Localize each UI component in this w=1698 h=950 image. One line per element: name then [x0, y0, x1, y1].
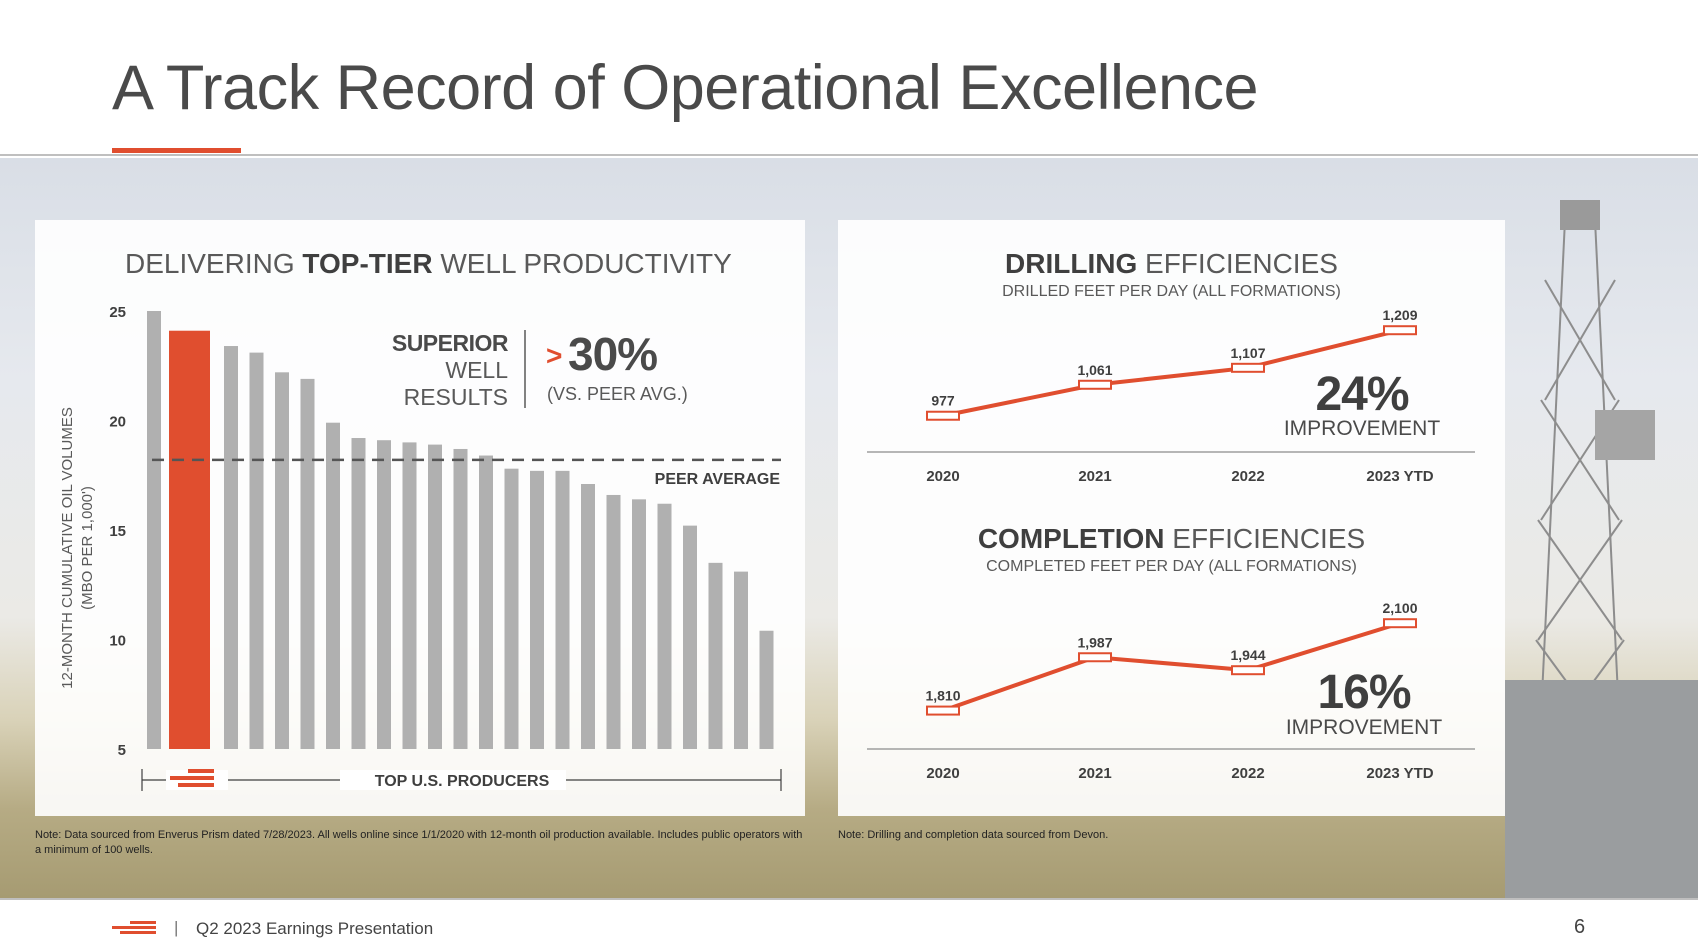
bar-producer: [530, 470, 544, 749]
drilling-efficiencies-subtitle: DRILLED FEET PER DAY (ALL FORMATIONS): [1002, 283, 1341, 300]
bar-producer: [632, 499, 646, 749]
line-point-marker: [1383, 325, 1417, 336]
line-point-marker: [1231, 362, 1265, 373]
line-data-label: 1,810: [925, 688, 960, 704]
producers-label-bg: [340, 770, 566, 790]
drilling-efficiencies-title: DRILLING EFFICIENCIES: [1005, 248, 1338, 279]
line-data-label: 977: [931, 393, 955, 409]
x-category-label: 2021: [1078, 468, 1111, 485]
bar-producer: [402, 442, 417, 749]
completion-efficiencies-subtitle: COMPLETED FEET PER DAY (ALL FORMATIONS): [986, 558, 1357, 575]
line-data-label: 1,107: [1230, 345, 1265, 361]
x-category-label: 2021: [1078, 765, 1111, 782]
bar-producer: [657, 503, 672, 749]
x-category-label: 2022: [1231, 765, 1264, 782]
right-note: Note: Drilling and completion data sourc…: [838, 829, 1109, 841]
callout-gt: >: [546, 340, 562, 371]
y-tick-label: 20: [109, 414, 126, 431]
title-accent-bar: [112, 148, 241, 153]
line-data-label: 1,061: [1077, 362, 1112, 378]
peer-average-label: PEER AVERAGE: [655, 471, 781, 488]
x-category-label: 2022: [1231, 468, 1264, 485]
line-series: [942, 328, 1401, 418]
y-tick-label: 15: [109, 523, 126, 540]
y-axis-subtitle: (MBO PER 1,000'): [79, 486, 96, 610]
line-point-marker: [926, 705, 960, 716]
title-divider: [0, 154, 1698, 156]
devon-logo-icon: [112, 921, 156, 936]
bar-producer: [606, 494, 621, 749]
well-productivity-panel: DELIVERING TOP-TIER WELL PRODUCTIVITY: [35, 220, 805, 816]
bar-producer: [428, 444, 442, 749]
line-point-marker: [1078, 652, 1112, 663]
bar-producer: [351, 438, 366, 749]
bar-producer: [326, 422, 340, 749]
line-point-marker: [1383, 618, 1417, 629]
line-point-marker: [1231, 665, 1265, 676]
line-data-label: 1,944: [1230, 647, 1265, 663]
bar-producer: [581, 484, 595, 749]
bar-producer: [555, 470, 570, 749]
bar-producer: [504, 468, 519, 749]
callout-results: RESULTS: [404, 384, 508, 410]
bar-producer: [249, 352, 264, 749]
bar-devon: [169, 330, 210, 749]
line-point-marker: [926, 410, 960, 421]
bar-producer: [275, 372, 289, 749]
producers-label: TOP U.S. PRODUCERS: [375, 773, 550, 790]
bar-producer: [479, 455, 493, 749]
bar-producer: [683, 525, 697, 749]
x-category-label: 2020: [926, 765, 959, 782]
footer-divider: [0, 898, 1698, 900]
drilling-rig-illustration: [1505, 200, 1698, 898]
footer-presentation-title: Q2 2023 Earnings Presentation: [196, 919, 434, 938]
well-productivity-title: DELIVERING TOP-TIER WELL PRODUCTIVITY: [125, 248, 732, 279]
line-series: [942, 621, 1401, 713]
drilling-improvement-label: IMPROVEMENT: [1284, 417, 1441, 440]
page-number: 6: [1574, 916, 1586, 938]
y-tick-label: 5: [118, 742, 126, 759]
bar-producer: [224, 346, 238, 749]
devon-logo-icon: [170, 769, 214, 787]
line-data-label: 1,987: [1077, 634, 1112, 650]
footer-separator: |: [174, 918, 179, 937]
x-category-label: 2020: [926, 468, 959, 485]
callout-vs-peer: (VS. PEER AVG.): [547, 384, 688, 404]
y-tick-label: 10: [109, 633, 126, 650]
callout-superior: SUPERIOR: [392, 330, 509, 356]
completion-improvement-label: IMPROVEMENT: [1286, 716, 1443, 739]
drilling-improvement-percent: 24%: [1315, 368, 1408, 421]
page-title: A Track Record of Operational Excellence: [112, 53, 1259, 123]
bar-producer: [377, 440, 391, 749]
bar-producer: [734, 571, 748, 749]
bar-producer: [300, 378, 315, 749]
completion-improvement-percent: 16%: [1317, 666, 1410, 719]
y-axis-title: 12-MONTH CUMULATIVE OIL VOLUMES: [59, 407, 76, 689]
left-note: Note: Data sourced from Enverus Prism da…: [35, 829, 803, 856]
line-data-label: 1,209: [1382, 307, 1417, 323]
y-tick-label: 25: [109, 304, 126, 321]
x-category-label: 2023 YTD: [1366, 468, 1433, 485]
x-category-label: 2023 YTD: [1366, 765, 1433, 782]
bar-producer: [147, 311, 161, 749]
line-data-label: 2,100: [1382, 600, 1417, 616]
callout-well: WELL: [445, 357, 508, 383]
callout-percent: 30%: [568, 328, 657, 380]
line-point-marker: [1078, 379, 1112, 390]
bar-producer: [759, 630, 774, 749]
efficiencies-panel: DRILLING EFFICIENCIES DRILLED FEET PER D…: [838, 220, 1505, 816]
completion-efficiencies-title: COMPLETION EFFICIENCIES: [977, 523, 1366, 554]
bar-producer: [708, 562, 723, 749]
bar-producer: [453, 448, 468, 749]
